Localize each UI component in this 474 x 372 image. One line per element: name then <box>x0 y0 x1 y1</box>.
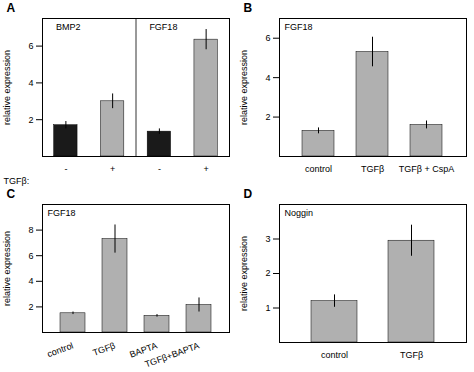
svg-text:D: D <box>244 187 253 201</box>
svg-text:TGFβ:: TGFβ: <box>4 176 30 186</box>
svg-text:4: 4 <box>28 78 33 88</box>
svg-text:TGFβ+BAPTA: TGFβ+BAPTA <box>143 340 200 369</box>
svg-text:Noggin: Noggin <box>285 208 314 218</box>
svg-text:6: 6 <box>265 33 270 43</box>
svg-text:-: - <box>158 164 161 174</box>
svg-text:control: control <box>321 350 348 360</box>
svg-text:4: 4 <box>28 276 33 286</box>
svg-text:6: 6 <box>28 251 33 261</box>
svg-text:TGFβ: TGFβ <box>361 164 384 174</box>
svg-text:relative expression: relative expression <box>239 50 249 125</box>
svg-text:B: B <box>244 1 253 15</box>
svg-text:control: control <box>46 340 75 359</box>
svg-text:6: 6 <box>28 41 33 51</box>
svg-text:2: 2 <box>265 112 270 122</box>
svg-text:C: C <box>7 187 16 201</box>
svg-text:1: 1 <box>265 303 270 313</box>
svg-text:FGF18: FGF18 <box>285 22 313 32</box>
svg-text:2: 2 <box>28 115 33 125</box>
svg-text:-: - <box>64 164 67 174</box>
svg-text:control: control <box>305 164 332 174</box>
svg-text:TGFβ: TGFβ <box>400 350 423 360</box>
svg-text:BMP2: BMP2 <box>56 22 81 32</box>
svg-text:2: 2 <box>28 302 33 312</box>
svg-text:+: + <box>110 164 115 174</box>
svg-text:relative expression: relative expression <box>2 231 12 306</box>
svg-text:A: A <box>7 1 16 15</box>
svg-text:2: 2 <box>265 268 270 278</box>
svg-text:TGFβ: TGFβ <box>91 340 116 357</box>
svg-text:4: 4 <box>265 73 270 83</box>
svg-text:relative expression: relative expression <box>2 50 12 125</box>
svg-text:FGF18: FGF18 <box>149 22 177 32</box>
svg-text:TGFβ + CspA: TGFβ + CspA <box>399 164 454 174</box>
svg-text:+: + <box>203 164 208 174</box>
svg-text:8: 8 <box>28 225 33 235</box>
svg-text:3: 3 <box>265 234 270 244</box>
svg-text:FGF18: FGF18 <box>48 208 76 218</box>
svg-text:relative expression: relative expression <box>239 236 249 311</box>
